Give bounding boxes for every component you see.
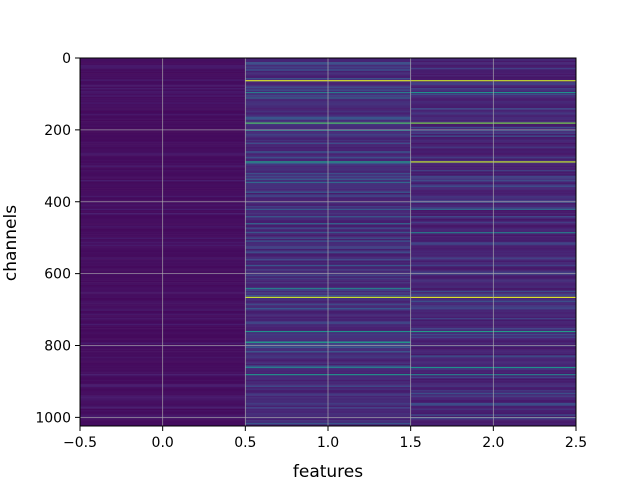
x-tick-label: −0.5 bbox=[63, 435, 97, 451]
y-tick-label: 400 bbox=[44, 195, 71, 211]
x-tick-label: 2.0 bbox=[482, 435, 504, 451]
y-tick-label: 200 bbox=[44, 123, 71, 139]
x-tick-label: 1.5 bbox=[400, 435, 422, 451]
y-axis-label: channels bbox=[1, 205, 21, 281]
x-tick-label: 0.5 bbox=[234, 435, 256, 451]
x-tick-label: 2.5 bbox=[565, 435, 587, 451]
y-tick-label: 800 bbox=[44, 339, 71, 355]
x-tick-label: 0.0 bbox=[152, 435, 174, 451]
y-axis: 0 200 400 600 800 1000 bbox=[35, 51, 80, 426]
y-tick-label: 600 bbox=[44, 267, 71, 283]
x-axis: −0.5 0.0 0.5 1.0 1.5 2.0 2.5 bbox=[63, 426, 587, 451]
y-tick-label: 1000 bbox=[35, 410, 71, 426]
y-tick-label: 0 bbox=[62, 51, 71, 67]
x-axis-label: features bbox=[293, 462, 363, 480]
x-tick-label: 1.0 bbox=[317, 435, 339, 451]
